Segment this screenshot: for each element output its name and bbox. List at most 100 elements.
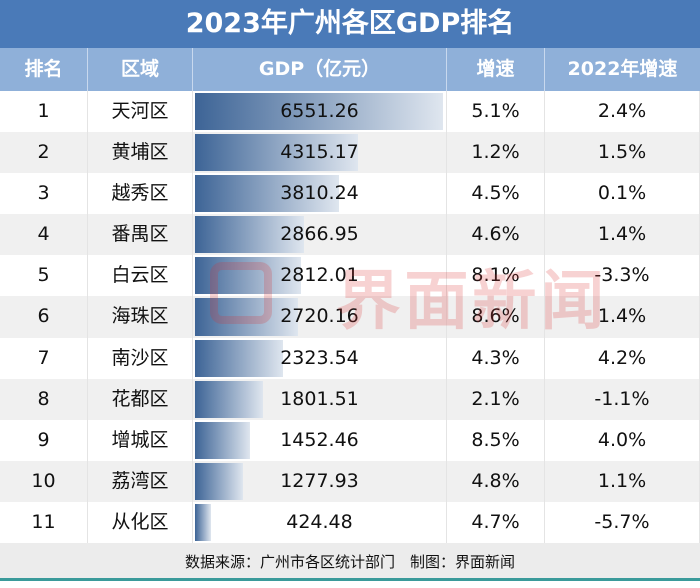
growth-cell: 5.1% [447, 91, 545, 133]
cell-value: 1.4% [597, 305, 647, 328]
table-row: 6 海珠区 2720.16 8.6% 1.4% [0, 296, 700, 338]
growth-cell: 8.5% [447, 419, 545, 461]
gdp-cell: 2720.16 [193, 296, 447, 338]
table-row: 1 天河区 6551.26 5.1% 2.4% [0, 91, 700, 133]
header-district: 区域 [88, 48, 193, 91]
rank-cell: 3 [0, 173, 88, 215]
growth-cell: 8.1% [447, 255, 545, 297]
growth-cell: 8.6% [447, 296, 545, 338]
gdp-bar [195, 462, 244, 500]
district-cell: 天河区 [88, 91, 193, 133]
cell-value: 2.4% [597, 100, 647, 122]
gdp-cell: 4315.17 [193, 132, 447, 174]
cell-value: 4.6% [471, 223, 520, 246]
gdp-bar [195, 380, 264, 418]
growth-cell: 4.8% [447, 460, 545, 502]
cell-value: 1.5% [597, 141, 647, 164]
cell-value: 8.1% [471, 264, 520, 287]
gdp-cell: 3810.24 [193, 173, 447, 215]
growth-2022-cell: 4.2% [545, 337, 700, 379]
gdp-bar [195, 134, 359, 172]
cell-value: 2720.16 [280, 305, 359, 328]
district-cell: 南沙区 [88, 337, 193, 379]
header-rank: 排名 [0, 48, 88, 91]
cell-value: 8.5% [471, 428, 520, 451]
rank-cell: 2 [0, 132, 88, 174]
growth-cell: 4.5% [447, 173, 545, 215]
cell-value: 1801.51 [280, 387, 359, 410]
rank-cell: 4 [0, 214, 88, 256]
cell-value: 增城区 [111, 428, 169, 451]
table-row: 11 从化区 424.48 4.7% -5.7% [0, 501, 700, 544]
growth-cell: 4.7% [447, 501, 545, 544]
table-row: 9 增城区 1452.46 8.5% 4.0% [0, 419, 700, 461]
cell-value: 4.5% [471, 182, 520, 205]
gdp-bar [195, 216, 304, 254]
district-cell: 海珠区 [88, 296, 193, 338]
cell-value: 6551.26 [280, 100, 359, 122]
gdp-cell: 1801.51 [193, 378, 447, 420]
growth-2022-cell: 0.1% [545, 173, 700, 215]
cell-value: 黄埔区 [111, 141, 169, 164]
cell-value: 0.1% [597, 182, 647, 205]
district-cell: 越秀区 [88, 173, 193, 215]
cell-value: 番禺区 [111, 223, 169, 246]
growth-2022-cell: -5.7% [545, 501, 700, 544]
table-row: 2 黄埔区 4315.17 1.2% 1.5% [0, 132, 700, 174]
table-row: 4 番禺区 2866.95 4.6% 1.4% [0, 214, 700, 256]
rank-cell: 8 [0, 378, 88, 420]
district-cell: 荔湾区 [88, 460, 193, 502]
rank-cell: 11 [0, 501, 88, 544]
growth-2022-cell: 1.4% [545, 214, 700, 256]
district-cell: 番禺区 [88, 214, 193, 256]
cell-value: 4.3% [471, 346, 520, 369]
cell-value: 4 [37, 223, 50, 246]
cell-value: 10 [31, 469, 56, 492]
cell-value: 2812.01 [280, 264, 359, 287]
cell-value: 9 [37, 428, 50, 451]
cell-value: 6 [37, 305, 50, 328]
cell-value: 南沙区 [111, 346, 169, 369]
table-row: 7 南沙区 2323.54 4.3% 4.2% [0, 337, 700, 379]
cell-value: 4.0% [597, 428, 647, 451]
cell-value: 1452.46 [280, 428, 359, 451]
growth-cell: 4.6% [447, 214, 545, 256]
cell-value: 1 [37, 100, 50, 122]
district-cell: 从化区 [88, 501, 193, 544]
header-growth-2022: 2022年增速 [567, 58, 678, 80]
cell-value: -5.7% [594, 510, 650, 533]
district-cell: 白云区 [88, 255, 193, 297]
cell-value: -1.1% [594, 387, 650, 410]
cell-value: 1.1% [597, 469, 647, 492]
cell-value: 4.8% [471, 469, 520, 492]
gdp-cell: 2323.54 [193, 337, 447, 379]
cell-value: 4.7% [471, 510, 520, 533]
cell-value: 4315.17 [280, 141, 359, 164]
cell-value: 从化区 [111, 510, 169, 533]
gdp-bar [195, 503, 212, 542]
cell-value: 2323.54 [280, 346, 359, 369]
gdp-cell: 1277.93 [193, 460, 447, 502]
gdp-bar [195, 257, 302, 295]
rank-cell: 9 [0, 419, 88, 461]
cell-value: 1.4% [597, 223, 647, 246]
gdp-cell: 424.48 [193, 501, 447, 544]
cell-value: 5.1% [471, 100, 520, 122]
cell-value: 花都区 [111, 387, 169, 410]
table-row: 8 花都区 1801.51 2.1% -1.1% [0, 378, 700, 420]
growth-cell: 2.1% [447, 378, 545, 420]
cell-value: 424.48 [286, 510, 353, 533]
cell-value: -3.3% [594, 264, 650, 287]
rank-cell: 10 [0, 460, 88, 502]
gdp-bar [195, 93, 443, 131]
growth-2022-cell: 1.5% [545, 132, 700, 174]
cell-value: 8.6% [471, 305, 520, 328]
cell-value: 2866.95 [280, 223, 359, 246]
rank-cell: 6 [0, 296, 88, 338]
growth-cell: 1.2% [447, 132, 545, 174]
cell-value: 7 [37, 346, 50, 369]
cell-value: 越秀区 [111, 182, 169, 205]
cell-value: 荔湾区 [111, 469, 169, 492]
cell-value: 1277.93 [280, 469, 359, 492]
gdp-cell: 6551.26 [193, 91, 447, 133]
